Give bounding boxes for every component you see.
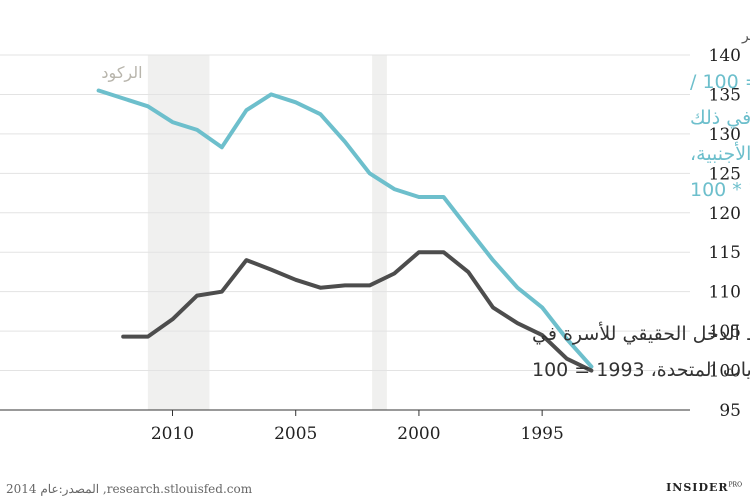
x-tick-label-2010: 2010 xyxy=(151,424,194,444)
gdp-annotation-line-1: السكان: جميع الفئات العمرية، بما في ذلك xyxy=(690,107,750,129)
x-tick-label-1995: 1995 xyxy=(521,424,564,444)
brand-superscript: PRO xyxy=(728,481,742,489)
y-tick-label-105: 105 xyxy=(709,322,741,342)
gdp-annotation-line-3: عام 1993 = 100 * 100 xyxy=(690,179,750,201)
gdp-annotation-line-0: الناتج المحلي الإجمالي الحقيقي، 1993 = 1… xyxy=(690,71,750,93)
y-tick-label-135: 135 xyxy=(709,85,741,105)
source-note: المصدر:عام 2014 ,research.stlouisfed.com xyxy=(6,482,253,496)
x-tick-label-2005: 2005 xyxy=(274,424,317,444)
y-tick-label-130: 130 xyxy=(709,125,741,145)
y-tick-label-115: 115 xyxy=(709,243,741,263)
brand-name: INSIDER xyxy=(666,481,729,494)
y-tick-label-140: 140 xyxy=(709,46,741,66)
y-tick-label-110: 110 xyxy=(709,283,741,303)
y-tick-label-125: 125 xyxy=(709,164,741,184)
series-line-median_household_income xyxy=(121,250,594,373)
series-line-gdp_per_capita xyxy=(96,88,594,369)
brand-logo: INSIDERPRO xyxy=(666,481,742,494)
y-tick-label-120: 120 xyxy=(709,204,741,224)
y-tick-label-95: 95 xyxy=(719,401,741,421)
income-annotation-line-1: الولايات المتحدة، 1993 = 100 xyxy=(532,359,750,381)
recession-band-1 xyxy=(372,55,387,410)
recession-label: الركود xyxy=(101,63,142,83)
y-axis-label: المؤشر/ المؤشر* 100، المؤشر xyxy=(741,28,750,44)
gdp-annotation-line-2: جنود القوات المسلحة على الأراضي الأجنبية… xyxy=(690,142,750,165)
x-tick-label-2000: 2000 xyxy=(397,424,440,444)
recession-band-0 xyxy=(147,55,210,410)
income-annotation-line-0: متوسط الدخل الحقيقي للأسرة في xyxy=(532,322,750,345)
y-tick-label-100: 100 xyxy=(709,362,741,382)
